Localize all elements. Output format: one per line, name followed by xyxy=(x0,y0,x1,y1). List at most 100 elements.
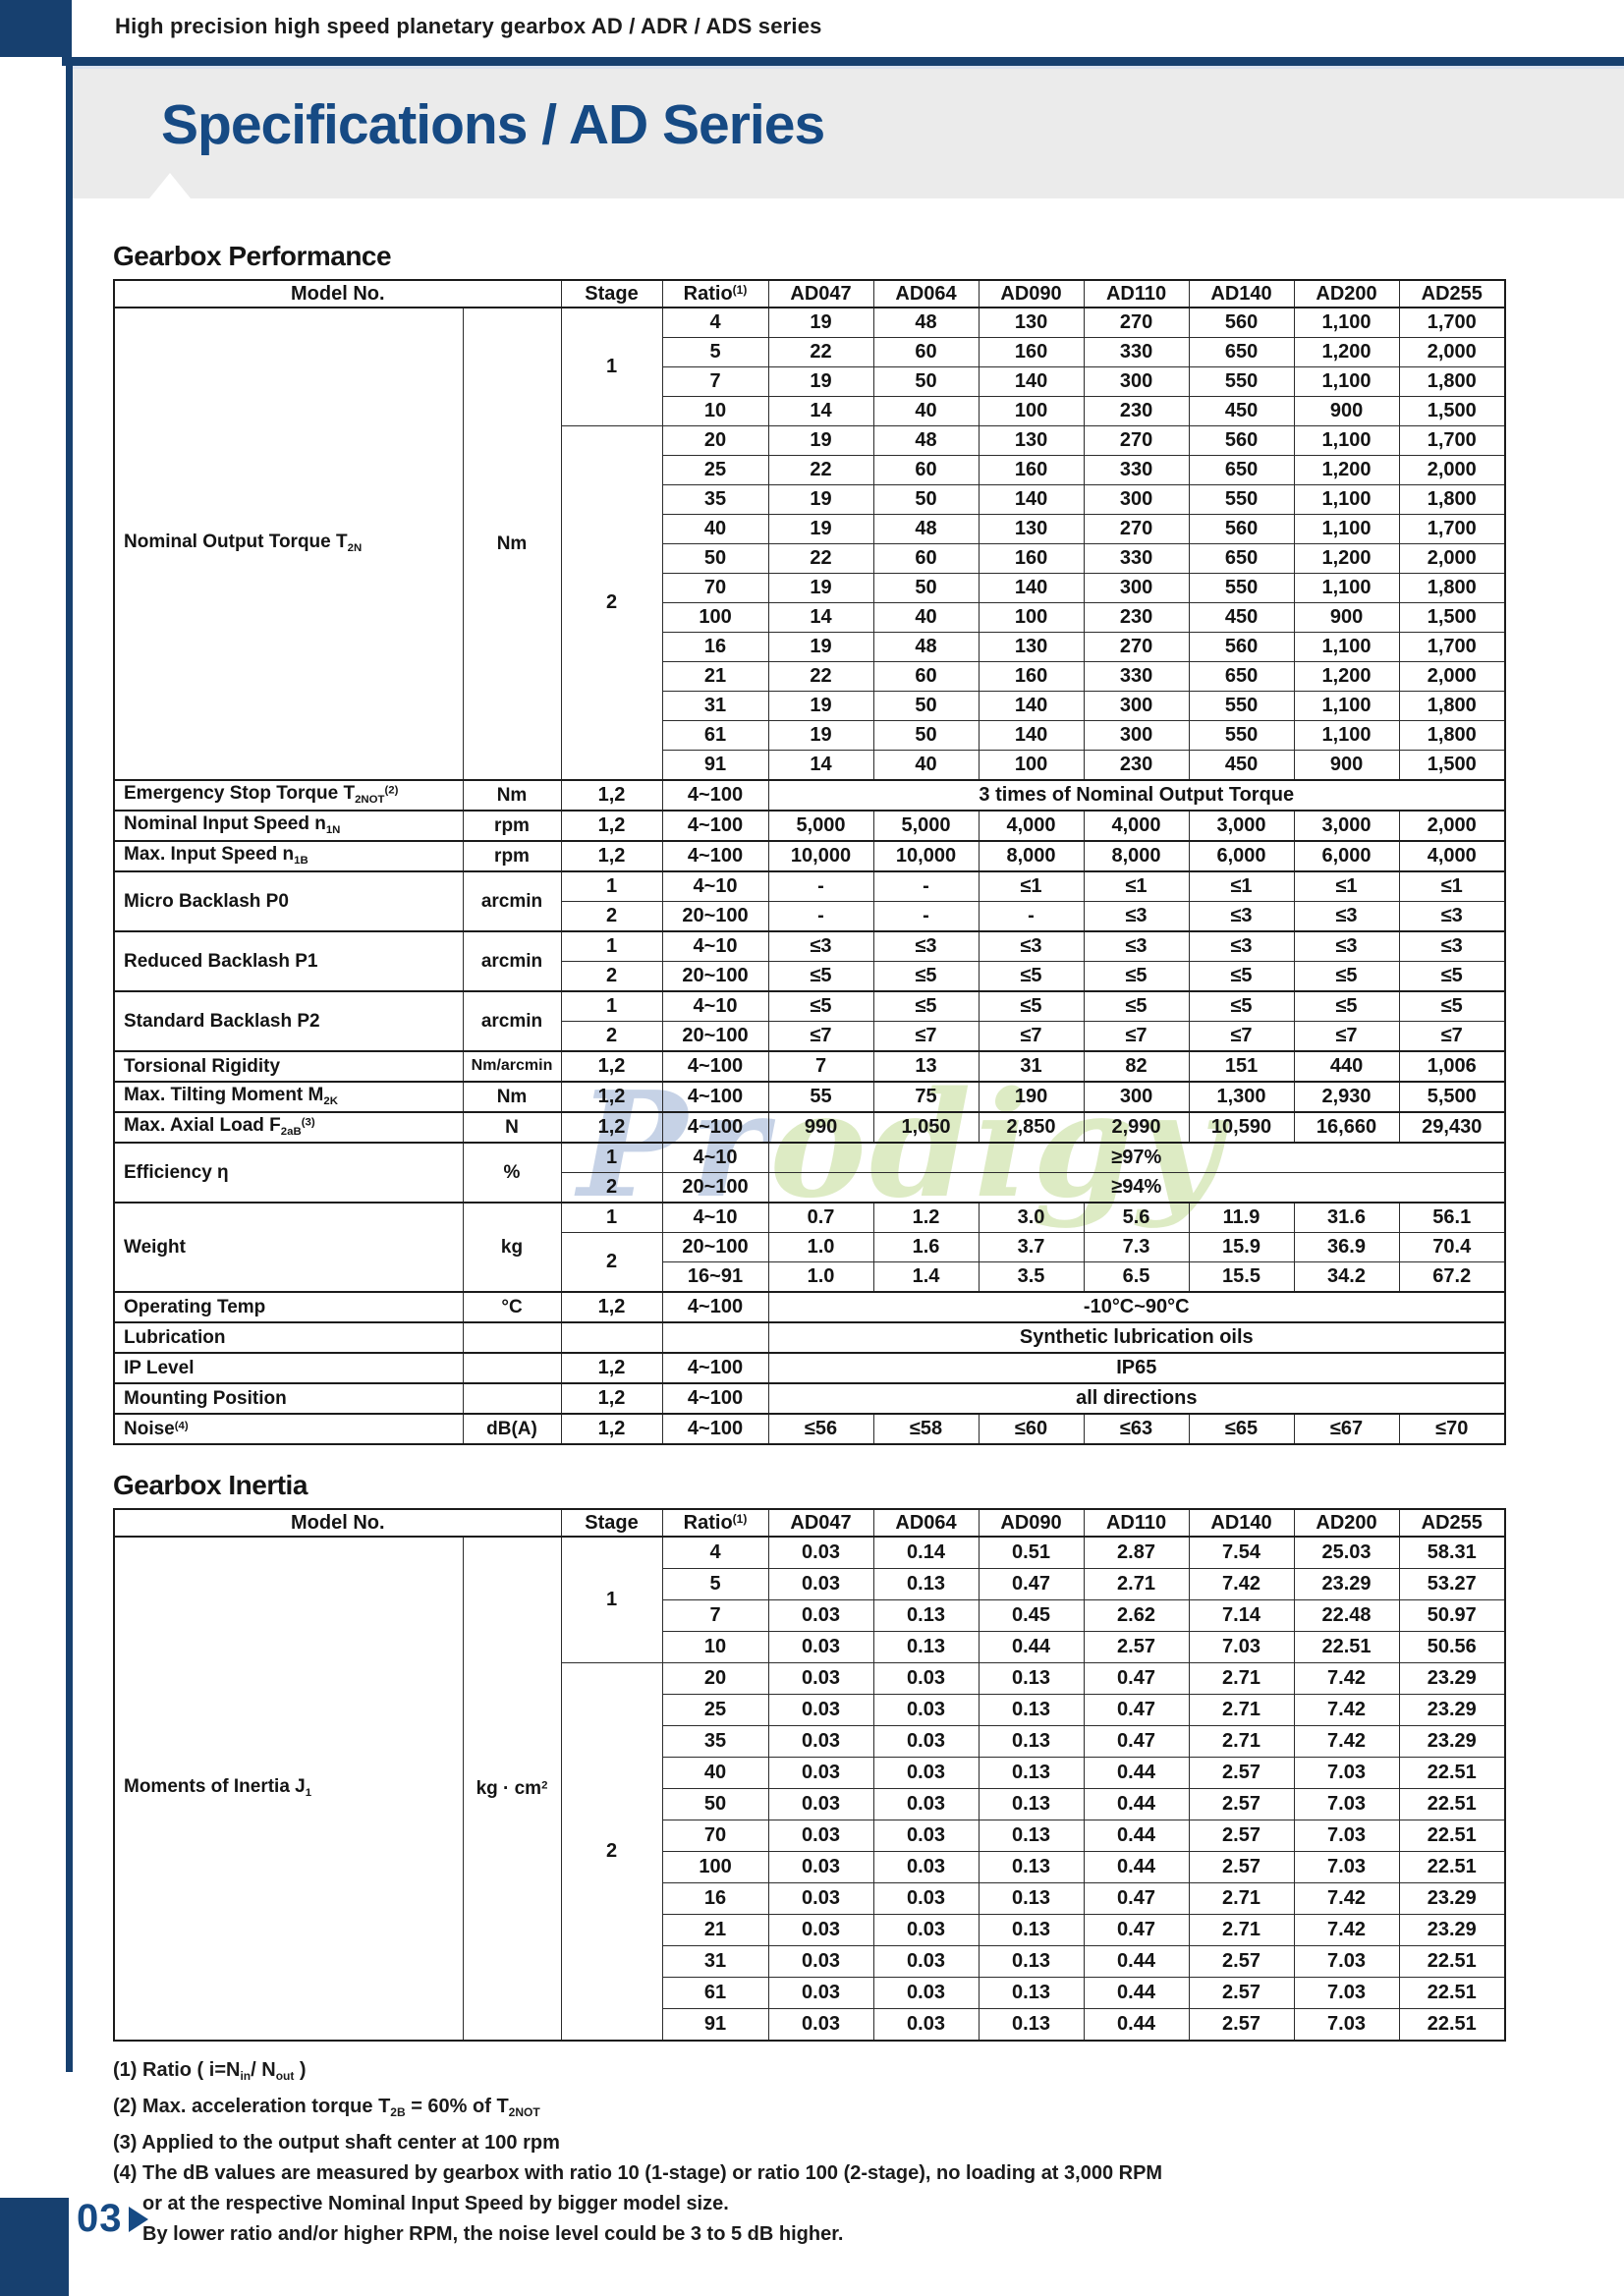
cell: 0.47 xyxy=(1083,1662,1190,1695)
cell: 22 xyxy=(767,543,874,574)
column-header: Model No. xyxy=(113,1508,562,1538)
cell: 22 xyxy=(767,661,874,692)
cell: 56.1 xyxy=(1398,1202,1506,1233)
cell: 10,000 xyxy=(767,840,874,872)
cell: ≤5 xyxy=(978,990,1085,1022)
cell: 2 xyxy=(560,1662,663,2042)
cell: 22.51 xyxy=(1398,1788,1506,1820)
cell: 550 xyxy=(1188,691,1295,721)
cell: 1.6 xyxy=(872,1232,980,1262)
cell: - xyxy=(872,870,980,902)
cell: 270 xyxy=(1083,425,1190,456)
cell: 40 xyxy=(872,750,980,781)
cell: 1,100 xyxy=(1293,484,1400,515)
cell xyxy=(462,1382,562,1415)
cell: 22.51 xyxy=(1398,1757,1506,1789)
cell: 330 xyxy=(1083,337,1190,367)
cell: 5.6 xyxy=(1083,1202,1190,1233)
cell: 10,590 xyxy=(1188,1111,1295,1144)
cell: 15.5 xyxy=(1188,1261,1295,1293)
cell: 15.9 xyxy=(1188,1232,1295,1262)
cell: 0.13 xyxy=(978,1820,1085,1852)
cell: 2.57 xyxy=(1188,1788,1295,1820)
table-row: 16 19 48 130 270 560 1,100 1,700 xyxy=(114,632,1506,662)
footnote-line: (1) Ratio ( i=Nin/ Nout ) xyxy=(113,2059,307,2084)
column-header: Stage xyxy=(560,1508,663,1538)
cell: 0.03 xyxy=(767,1788,874,1820)
cell: 7.42 xyxy=(1188,1568,1295,1600)
cell: 0.03 xyxy=(872,1694,980,1726)
table-row: Noise(4) dB(A) 1,2 4~100 ≤56 ≤58 ≤60 ≤63 ≤65 ≤67 ≤… xyxy=(113,1413,1506,1445)
cell: ≤3 xyxy=(1188,901,1295,932)
cell: 160 xyxy=(978,455,1085,485)
cell: 0.13 xyxy=(978,2008,1085,2042)
cell: 440 xyxy=(1293,1050,1400,1083)
cell: ≥97% xyxy=(767,1142,1506,1173)
cell: 1 xyxy=(560,990,663,1022)
cell: 2.62 xyxy=(1083,1599,1190,1632)
cell: 160 xyxy=(978,543,1085,574)
table-row: 2 20~100- - - ≤3 ≤3 ≤3 ≤3 xyxy=(114,901,1506,932)
table-row: 7 19 50 140 300 550 1,100 1,800 xyxy=(114,366,1506,397)
cell: 36.9 xyxy=(1293,1232,1400,1262)
cell: 3.0 xyxy=(978,1202,1085,1233)
page-arrow-icon xyxy=(128,2206,148,2232)
cell: 14 xyxy=(767,396,874,426)
cell: 19 xyxy=(767,691,874,721)
cell: 91 xyxy=(661,2008,769,2042)
cell: 7 xyxy=(661,1599,769,1632)
cell: 31 xyxy=(661,691,769,721)
cell: 1,100 xyxy=(1293,425,1400,456)
cell: 1 xyxy=(560,1202,663,1233)
cell: 60 xyxy=(872,337,980,367)
cell: 16 xyxy=(661,632,769,662)
page-title: Specifications / AD Series xyxy=(161,93,825,156)
cell: 22.48 xyxy=(1293,1599,1400,1632)
cell: 0.13 xyxy=(978,1662,1085,1695)
cell: 300 xyxy=(1083,573,1190,603)
cell: 50 xyxy=(872,691,980,721)
cell: 1,300 xyxy=(1188,1081,1295,1113)
cell: 1.2 xyxy=(872,1202,980,1233)
cell: 0.13 xyxy=(978,1725,1085,1758)
footnote-line: (3) Applied to the output shaft center a… xyxy=(113,2132,560,2155)
row-label: Max. Input Speed n1B xyxy=(113,840,464,872)
table-row: 40 0.03 0.03 0.13 0.44 2.57 7.03 22.51 xyxy=(114,1757,1506,1789)
cell: 0.03 xyxy=(767,1536,874,1569)
table-row: 40 19 48 130 270 560 1,100 1,700 xyxy=(114,514,1506,544)
cell: 0.44 xyxy=(1083,1757,1190,1789)
row-label: Moments of Inertia J1 xyxy=(113,1536,464,2042)
cell: 61 xyxy=(661,720,769,751)
cell: 7 xyxy=(767,1050,874,1083)
cell: 7.14 xyxy=(1188,1599,1295,1632)
cell: 0.44 xyxy=(1083,1788,1190,1820)
cell: 2 xyxy=(560,1232,663,1293)
cell: 0.03 xyxy=(872,1788,980,1820)
cell: 25 xyxy=(661,1694,769,1726)
cell: - xyxy=(978,901,1085,932)
cell: 50 xyxy=(872,573,980,603)
cell: 160 xyxy=(978,661,1085,692)
cell: ≤5 xyxy=(1083,990,1190,1022)
cell: 130 xyxy=(978,307,1085,338)
cell: 140 xyxy=(978,366,1085,397)
row-label: Nominal Output Torque T2N xyxy=(113,307,464,781)
cell: 50 xyxy=(872,366,980,397)
cell: 2.57 xyxy=(1188,1977,1295,2009)
cell: 1,100 xyxy=(1293,366,1400,397)
row-label: Reduced Backlash P1 xyxy=(113,930,464,992)
cell: 650 xyxy=(1188,337,1295,367)
cell: 7.03 xyxy=(1293,1757,1400,1789)
cell: 2 xyxy=(560,961,663,992)
cell: 1,100 xyxy=(1293,720,1400,751)
cell: 20~100 xyxy=(661,1232,769,1262)
cell: 2,930 xyxy=(1293,1081,1400,1113)
cell: 0.47 xyxy=(1083,1725,1190,1758)
cell: 70.4 xyxy=(1398,1232,1506,1262)
cell: 6,000 xyxy=(1293,840,1400,872)
cell: 1,100 xyxy=(1293,514,1400,544)
cell: 1,100 xyxy=(1293,307,1400,338)
cell: kg xyxy=(462,1202,562,1293)
table-row: 7 0.03 0.13 0.45 2.62 7.14 22.48 50.97 xyxy=(114,1599,1506,1632)
cell: 22.51 xyxy=(1398,2008,1506,2042)
